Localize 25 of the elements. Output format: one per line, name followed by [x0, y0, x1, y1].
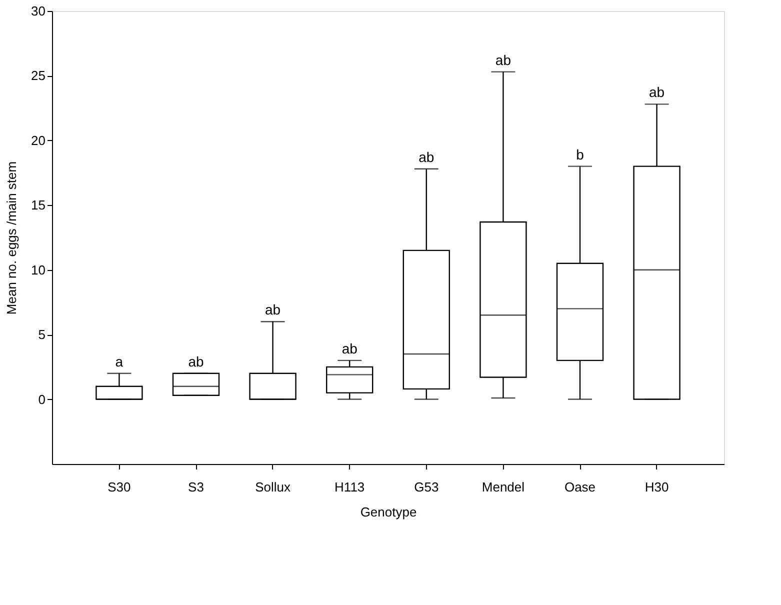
x-tick-label: S3: [188, 480, 204, 494]
annotation: b: [576, 146, 584, 162]
annotation: ab: [418, 148, 434, 165]
annotation: ab: [188, 353, 204, 370]
x-tick-label: H30: [644, 480, 669, 494]
y-tick-label: 5: [38, 327, 46, 342]
annotation: ab: [342, 340, 358, 356]
x-tick-label: H113: [334, 480, 365, 494]
annotation: ab: [495, 52, 512, 68]
y-tick-label: 10: [31, 262, 46, 278]
y-axis-title: Mean no. eggs /main stem: [4, 161, 20, 315]
annotation: ab: [649, 84, 665, 100]
x-axis-title: Genotype: [360, 504, 417, 520]
x-tick-label: S30: [108, 480, 131, 494]
x-tick-label: G53: [414, 480, 439, 494]
annotation: ab: [265, 302, 281, 318]
annotation: a: [115, 353, 124, 370]
y-tick-label: 0: [38, 392, 46, 407]
x-tick-label: Mendel: [482, 480, 525, 494]
y-tick-label: 20: [31, 132, 46, 148]
x-tick-label: Sollux: [255, 480, 291, 494]
y-tick-label: 15: [31, 198, 46, 213]
x-tick-label: Oase: [564, 480, 596, 494]
y-tick-label: 30: [31, 4, 46, 18]
y-tick-label: 25: [31, 68, 46, 84]
